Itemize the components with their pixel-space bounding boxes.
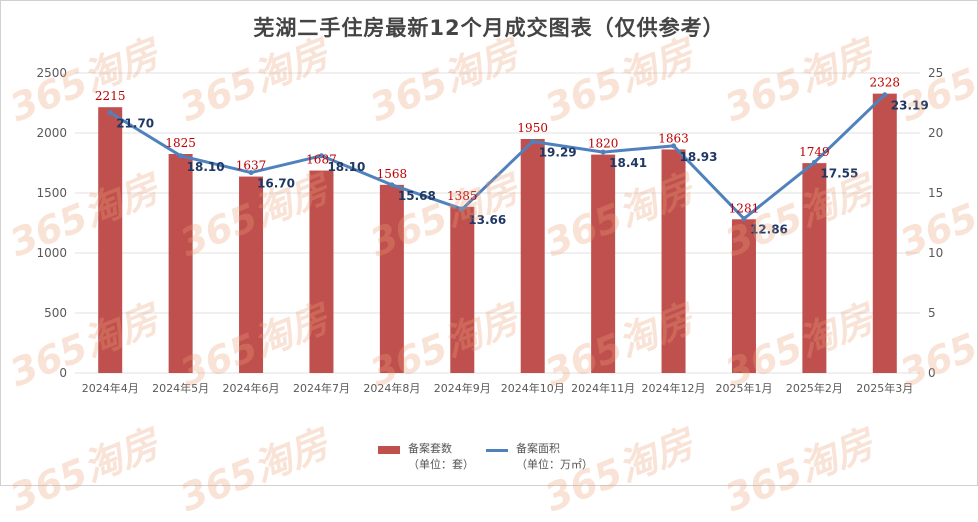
bar-data-label: 1950 xyxy=(517,121,548,135)
x-tick-label: 2024年6月 xyxy=(223,381,280,395)
y-left-tick-label: 0 xyxy=(59,366,67,380)
bar xyxy=(450,206,475,373)
bar xyxy=(872,93,897,373)
x-tick-label: 2025年3月 xyxy=(856,381,913,395)
bar xyxy=(98,107,123,373)
line-data-label: 15.68 xyxy=(398,189,436,203)
line-point xyxy=(107,110,113,116)
line-point xyxy=(459,206,465,212)
y-right-tick-label: 15 xyxy=(928,186,943,200)
x-tick-label: 2024年4月 xyxy=(82,381,139,395)
bar xyxy=(661,149,686,373)
line-data-label: 18.10 xyxy=(187,160,225,174)
bar xyxy=(591,154,616,373)
bar-data-label: 1749 xyxy=(799,145,830,159)
line-point xyxy=(248,170,254,176)
line-data-label: 23.19 xyxy=(891,99,929,113)
x-tick-label: 2024年11月 xyxy=(571,381,635,395)
bar-data-label: 1568 xyxy=(377,167,408,181)
legend-line-name: 备案面积 xyxy=(516,442,560,455)
line-data-label: 18.41 xyxy=(609,156,647,170)
bar-data-label: 1687 xyxy=(306,153,337,167)
y-right-tick-label: 10 xyxy=(928,246,943,260)
y-left-tick-label: 1000 xyxy=(36,246,67,260)
bar-data-label: 1863 xyxy=(658,131,689,145)
line-data-label: 13.66 xyxy=(468,213,506,227)
x-tick-label: 2024年10月 xyxy=(501,381,565,395)
x-tick-label: 2024年8月 xyxy=(363,381,420,395)
line-data-label: 12.86 xyxy=(750,223,788,237)
legend-bar-name: 备案套数 xyxy=(408,442,452,455)
bar xyxy=(731,219,756,373)
chart-title: 芜湖二手住房最新12个月成交图表（仅供参考） xyxy=(253,16,725,40)
legend-line-unit: （单位：万㎡） xyxy=(516,458,593,471)
bar-data-label: 2328 xyxy=(870,76,901,90)
line-point xyxy=(882,92,888,98)
x-tick-label: 2024年7月 xyxy=(293,381,350,395)
chart-plot: 0 500 1000 1500 2000 2500 0 5 10 15 20 25 2024年4月 202… xyxy=(36,66,943,395)
line-point xyxy=(741,216,747,222)
y-right-tick-label: 20 xyxy=(928,126,943,140)
x-tick-label: 2025年1月 xyxy=(715,381,772,395)
bar-data-label: 1820 xyxy=(588,137,619,151)
line-data-label: 17.55 xyxy=(820,166,858,180)
line-data-label: 16.70 xyxy=(257,177,295,191)
bar-data-label: 1825 xyxy=(165,136,196,150)
area-series-line xyxy=(109,93,886,221)
line-data-label: 18.93 xyxy=(680,150,718,164)
y-left-tick-label: 2000 xyxy=(36,126,67,140)
y-left-tick-label: 2500 xyxy=(36,66,67,80)
line-data-label: 19.29 xyxy=(539,146,577,160)
y-right-tick-label: 25 xyxy=(928,66,943,80)
x-tick-label: 2024年12月 xyxy=(642,381,706,395)
line-data-label: 21.70 xyxy=(116,117,154,131)
bar xyxy=(379,184,404,373)
bar-data-label: 1385 xyxy=(447,189,478,203)
y-left-tick-label: 1500 xyxy=(36,186,67,200)
line-data-label: 18.10 xyxy=(327,160,365,174)
line-point xyxy=(600,149,606,155)
legend-bar-unit: （单位：套） xyxy=(408,458,474,471)
line-point xyxy=(671,143,677,149)
bar-data-label: 1637 xyxy=(236,159,267,173)
bar xyxy=(168,154,193,373)
x-tick-label: 2025年2月 xyxy=(786,381,843,395)
x-tick-label: 2024年5月 xyxy=(152,381,209,395)
bar xyxy=(802,163,827,373)
line-point xyxy=(811,159,817,165)
y-right-tick-label: 0 xyxy=(928,366,936,380)
line-point xyxy=(389,182,395,188)
bar-data-label: 1281 xyxy=(729,201,760,215)
bar xyxy=(520,139,545,373)
line-point xyxy=(318,153,324,159)
line-point xyxy=(530,139,536,145)
bar xyxy=(239,176,264,373)
x-tick-label: 2024年9月 xyxy=(434,381,491,395)
bar xyxy=(309,170,334,373)
y-left-tick-label: 500 xyxy=(44,306,67,320)
y-right-tick-label: 5 xyxy=(928,306,936,320)
legend-line-swatch xyxy=(486,449,508,452)
bar-data-label: 2215 xyxy=(95,89,126,103)
line-point xyxy=(178,153,184,159)
legend-bar-swatch xyxy=(378,446,400,454)
